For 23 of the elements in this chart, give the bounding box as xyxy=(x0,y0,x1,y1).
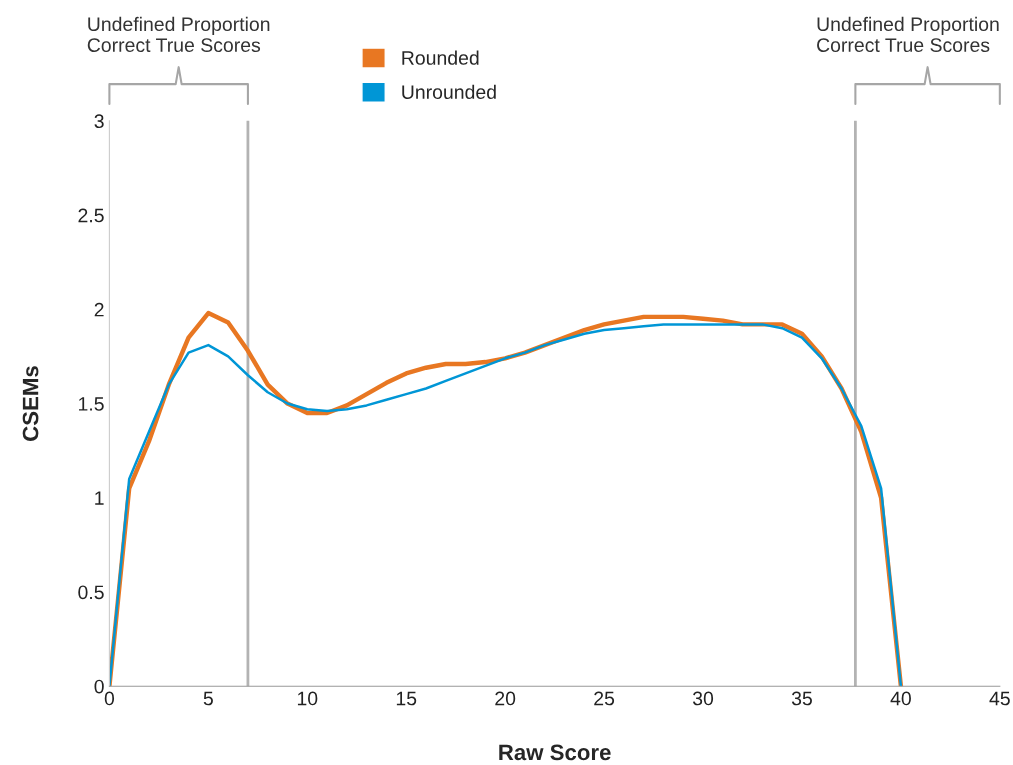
text: Undefined Proportion Correct True Scores xyxy=(87,16,270,53)
y-tick-label: 2 xyxy=(94,302,104,317)
x-tick-label: 20 xyxy=(495,691,516,706)
x-tick-label: 40 xyxy=(890,691,911,706)
x-axis-title: Raw Score xyxy=(499,744,611,761)
y-tick-label: 3 xyxy=(94,114,104,129)
y-tick-label: 1 xyxy=(95,491,104,505)
x-tick-label: 25 xyxy=(594,691,615,706)
x-tick-label: 0 xyxy=(104,691,115,706)
legend-label: Rounded xyxy=(402,50,479,65)
x-tick-label: 45 xyxy=(989,691,1010,706)
legend-label: Unrounded xyxy=(402,84,496,99)
y-axis-title: CSEMs xyxy=(22,366,39,441)
x-tick-label: 30 xyxy=(692,691,714,706)
x-tick-label: 15 xyxy=(396,691,417,706)
y-tick-label: 1.5 xyxy=(79,397,104,411)
x-tick-label: 10 xyxy=(297,691,318,706)
text: Undefined Proportion Correct True Scores xyxy=(817,16,999,53)
y-tick-label: 0 xyxy=(94,679,104,694)
y-tick-label: 2.5 xyxy=(78,208,104,223)
y-tick-label: 0.5 xyxy=(78,585,104,600)
x-tick-label: 35 xyxy=(791,691,812,706)
x-tick-label: 5 xyxy=(203,691,213,706)
